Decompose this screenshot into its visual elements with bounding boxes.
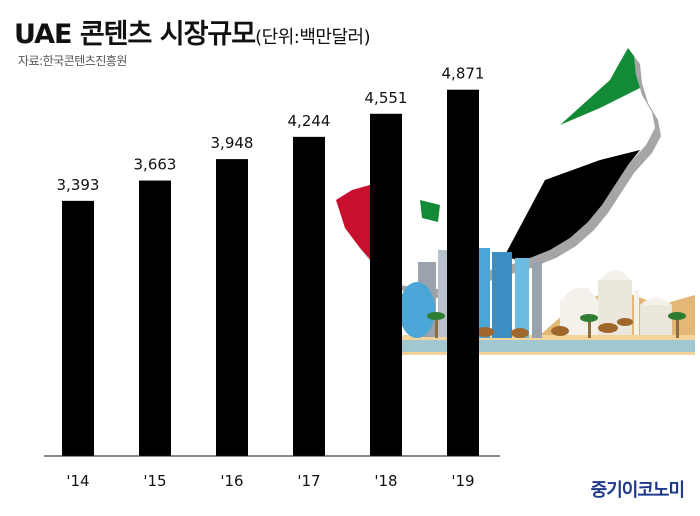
x-tick-label-0: '14 (66, 472, 89, 490)
bar-1 (139, 180, 171, 456)
value-label-1: 3,663 (134, 156, 177, 174)
unit-label: (단위:백만달러) (255, 27, 371, 48)
bars-layer: 3,393 '14 3,663 '15 3,948 '16 4,244 '17 4,551 '18… (57, 65, 485, 490)
chart-title: UAE 콘텐츠 시장규모(단위:백만달러) (14, 12, 371, 51)
bar-4 (370, 113, 402, 456)
chart-title-text: UAE 콘텐츠 시장규모 (14, 19, 256, 50)
value-label-0: 3,393 (57, 176, 100, 194)
uae-map-illustration (336, 48, 661, 298)
bar-2 (216, 159, 248, 456)
brand-logo: 중기이코노미 (590, 480, 685, 501)
source-label: 자료:한국콘텐츠진흥원 (18, 54, 127, 68)
city-skyline-illustration (395, 248, 695, 355)
value-label-5: 4,871 (442, 65, 485, 83)
x-tick-label-5: '19 (451, 472, 474, 490)
bar-3 (293, 136, 325, 456)
x-tick-label-1: '15 (143, 472, 166, 490)
bar-5 (447, 89, 479, 456)
x-tick-label-2: '16 (220, 472, 243, 490)
value-label-2: 3,948 (211, 134, 254, 152)
x-tick-label-3: '17 (297, 472, 320, 490)
bar-0 (62, 200, 94, 456)
value-label-4: 4,551 (365, 89, 408, 107)
value-label-3: 4,244 (288, 112, 331, 130)
x-tick-label-4: '18 (374, 472, 397, 490)
